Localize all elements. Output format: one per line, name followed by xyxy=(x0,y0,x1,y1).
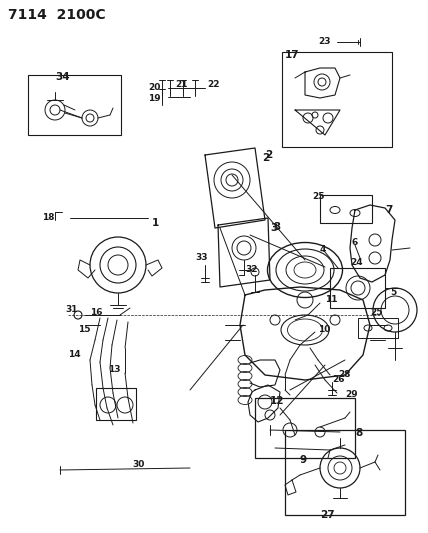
Text: 31: 31 xyxy=(65,305,77,314)
Text: 5: 5 xyxy=(390,288,396,297)
Text: 10: 10 xyxy=(318,325,330,334)
Text: 32: 32 xyxy=(245,265,258,274)
Text: 19: 19 xyxy=(148,94,160,103)
Text: 30: 30 xyxy=(132,460,144,469)
Text: 9: 9 xyxy=(300,455,307,465)
Text: 28: 28 xyxy=(338,370,351,379)
Bar xyxy=(330,268,385,308)
Bar xyxy=(282,52,392,147)
Text: 29: 29 xyxy=(345,390,358,399)
Text: 1: 1 xyxy=(152,218,159,228)
Text: 24: 24 xyxy=(350,258,363,267)
Text: 14: 14 xyxy=(68,350,80,359)
Text: 13: 13 xyxy=(108,365,121,374)
Text: 34: 34 xyxy=(55,72,70,82)
Text: 2: 2 xyxy=(265,150,272,160)
Bar xyxy=(28,75,121,135)
Text: 17: 17 xyxy=(285,50,300,60)
Text: 25: 25 xyxy=(370,308,383,317)
Text: 4: 4 xyxy=(320,245,327,254)
Text: 3: 3 xyxy=(273,222,280,232)
Text: 15: 15 xyxy=(78,325,90,334)
Text: 16: 16 xyxy=(90,308,102,317)
Text: 25: 25 xyxy=(312,192,324,201)
Text: 22: 22 xyxy=(207,80,220,89)
Text: 18: 18 xyxy=(42,213,54,222)
Text: 20: 20 xyxy=(148,83,160,92)
Text: 7: 7 xyxy=(385,205,392,215)
Text: 8: 8 xyxy=(355,428,362,438)
Text: 33: 33 xyxy=(195,253,208,262)
Text: 12: 12 xyxy=(270,396,285,406)
Bar xyxy=(285,430,405,515)
Bar xyxy=(255,398,355,458)
Bar xyxy=(96,388,136,420)
Text: 2: 2 xyxy=(262,153,269,163)
Text: 23: 23 xyxy=(318,37,330,46)
Text: 6: 6 xyxy=(352,238,358,247)
Text: 26: 26 xyxy=(332,375,345,384)
Text: 11: 11 xyxy=(325,295,338,304)
Bar xyxy=(358,318,398,338)
Text: 21: 21 xyxy=(175,80,187,89)
Bar xyxy=(320,195,372,223)
Text: 27: 27 xyxy=(320,510,335,520)
Text: 3: 3 xyxy=(270,223,277,233)
Text: 7114  2100C: 7114 2100C xyxy=(8,8,106,22)
